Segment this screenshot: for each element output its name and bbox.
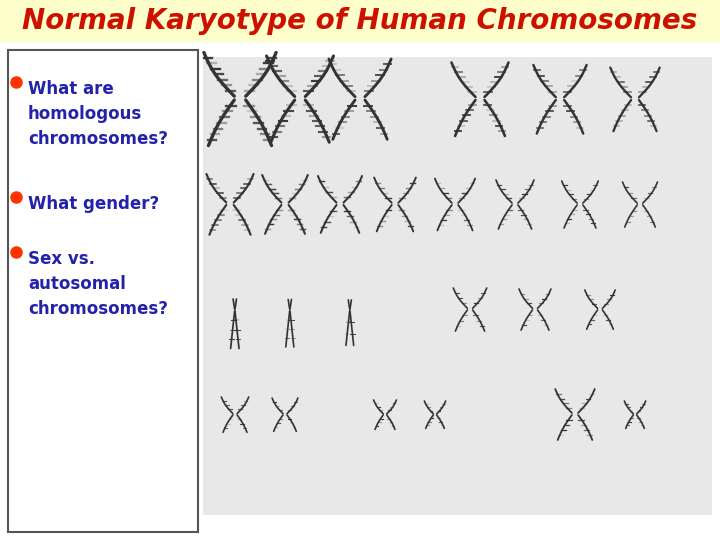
Text: Normal Karyotype of Human Chromosomes: Normal Karyotype of Human Chromosomes xyxy=(22,7,698,35)
Text: Sex vs.
autosomal
chromosomes?: Sex vs. autosomal chromosomes? xyxy=(28,250,168,318)
Bar xyxy=(0,0,720,42)
Text: What gender?: What gender? xyxy=(28,195,159,213)
Bar xyxy=(203,57,712,515)
Bar xyxy=(8,50,198,532)
Text: What are
homologous
chromosomes?: What are homologous chromosomes? xyxy=(28,80,168,148)
